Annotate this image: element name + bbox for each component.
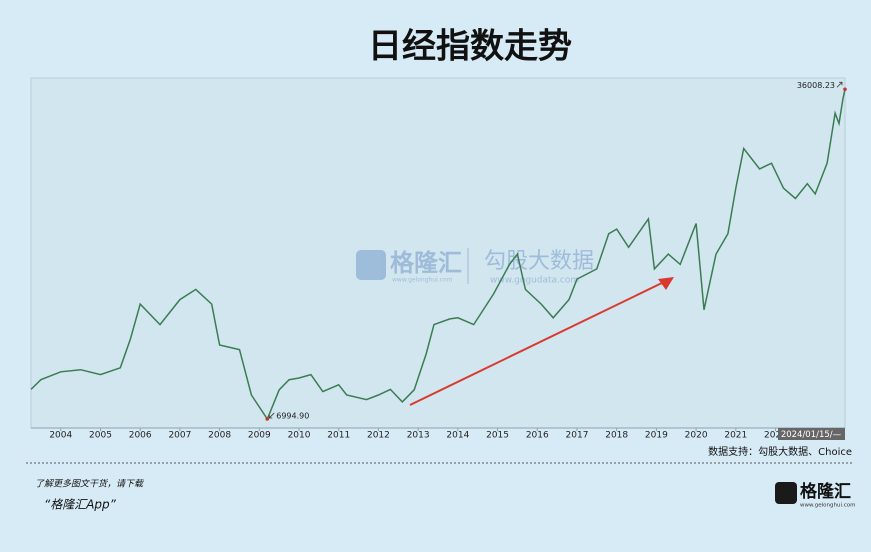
x-tick-label: 2020: [685, 431, 708, 441]
plot-area: [30, 77, 846, 429]
x-tick-label: 2016: [526, 431, 549, 441]
chart-title: 日经指数走势: [368, 27, 572, 67]
x-tick-label: 2021: [724, 431, 747, 441]
trend-arrow: [409, 281, 665, 406]
value-label: 36008.23: [797, 81, 835, 90]
x-tick-label: 2004: [49, 431, 72, 441]
value-label: 6994.90: [276, 411, 309, 420]
x-tick-label: 2007: [168, 431, 191, 441]
x-tick-label: 2018: [605, 431, 628, 441]
x-tick-label: 2013: [407, 431, 430, 441]
x-tick-label: 2019: [645, 431, 668, 441]
footer-prompt: 了解更多图文干货，请下载: [35, 479, 144, 490]
extreme-point: [265, 417, 270, 421]
watermark-brand: 格隆汇: [390, 249, 462, 277]
extreme-point: [843, 87, 847, 92]
x-tick-label: 2006: [129, 431, 152, 441]
label-pointer: [268, 412, 275, 419]
x-tick-label: 2022: [764, 431, 787, 441]
watermark: 格隆汇 www.gelonghui.com 勾股大数据 www.gogudata…: [356, 248, 594, 286]
x-tick-label: 2005: [89, 431, 112, 441]
x-tick-label: 2015: [486, 431, 509, 441]
x-tick-label: 2008: [208, 431, 231, 441]
x-tick-label: 2010: [288, 431, 311, 441]
plot: 2004 2005 2006 2007 2008 2009 2010 2011 2012 2013…: [30, 81, 847, 441]
source: 数据支持：勾股大数据、Choice: [708, 445, 852, 458]
trend-arrowhead: [658, 277, 674, 290]
watermark-partner-url: www.gogudata.com: [490, 276, 579, 286]
cursor-label: 2024/01/15/—: [781, 430, 842, 440]
watermark-brand-url: www.gelonghui.com: [392, 277, 453, 284]
footer-app: “格隆汇App”: [44, 498, 117, 512]
logo: 格隆汇: [800, 481, 851, 502]
label-pointer: [836, 81, 843, 88]
x-tick-label: 2017: [566, 431, 589, 441]
logo-icon: [775, 482, 797, 504]
watermark-icon: [356, 250, 386, 280]
logo-url: www.gelonghui.com: [800, 503, 855, 509]
watermark-partner: 勾股大数据: [484, 249, 594, 274]
cursor-box: [778, 428, 845, 440]
x-tick-label: 2014: [446, 431, 469, 441]
x-tick-label: 2009: [248, 431, 271, 441]
x-tick-label: 2011: [327, 431, 350, 441]
index-line: [30, 89, 846, 421]
x-tick-label: 2012: [367, 431, 390, 441]
